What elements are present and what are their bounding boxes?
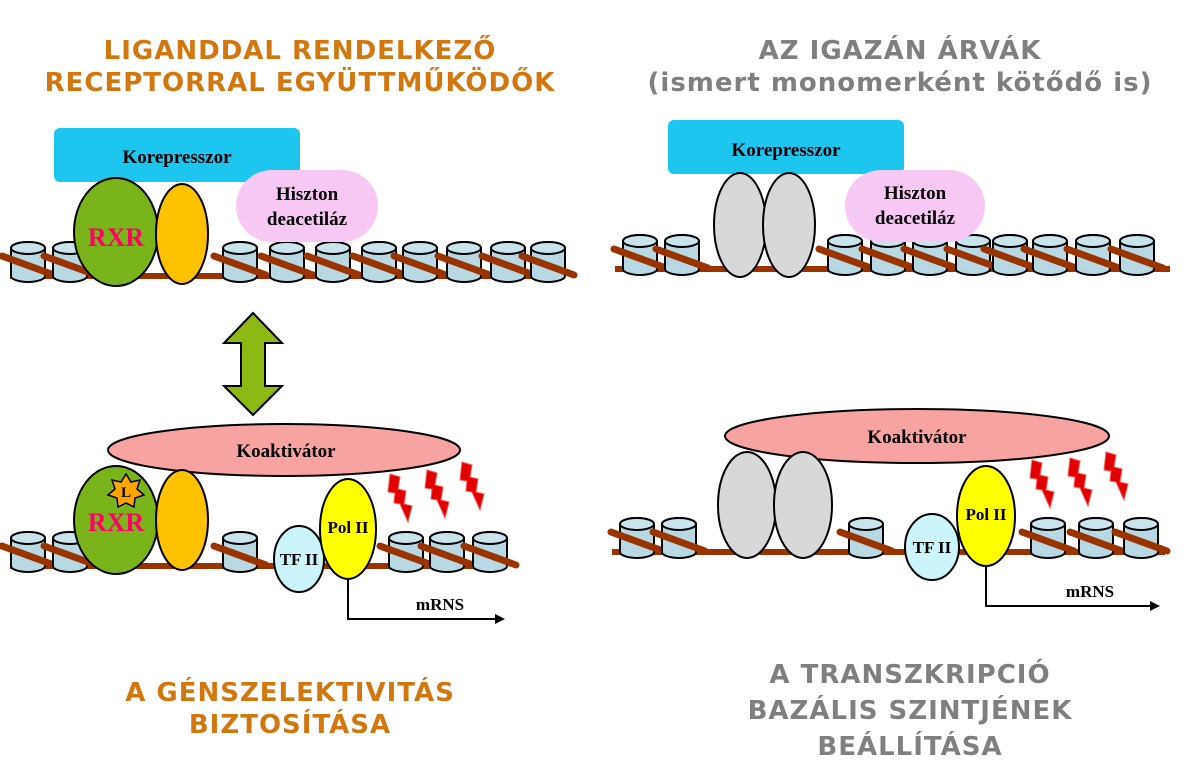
left-title-line2: RECEPTORRAL EGYÜTTMŰKÖDŐK (44, 68, 556, 98)
right-bottom-caption: A TRANSZKRIPCIÓ BAZÁLIS SZINTJÉNEK BEÁLL… (660, 657, 1160, 765)
lightning-icon (424, 469, 450, 519)
hdac-label-line2: deacetiláz (267, 209, 348, 230)
rxr-label: RXR (88, 223, 145, 252)
lightning-icon (459, 461, 485, 511)
top-right-dna-panel: Korepresszor Hiszton deacetiláz (614, 120, 1170, 277)
polii-label: Pol II (327, 518, 368, 537)
mrna-label: mRNS (416, 595, 464, 614)
partner-receptor (155, 469, 209, 571)
transcription-start-arrow (347, 579, 495, 620)
left-title: LIGANDDAL RENDELKEZŐ RECEPTORRAL EGYÜTTM… (20, 35, 580, 99)
tfii-factor (904, 513, 960, 581)
hdac-label-line1: Hiszton (276, 184, 339, 205)
transcription-start-arrow (985, 566, 1150, 607)
hdac-box (236, 170, 378, 242)
lightning-icon (1029, 459, 1055, 509)
mrna-label: mRNS (1066, 582, 1114, 601)
right-title: AZ IGAZÁN ÁRVÁK (ismert monomerként kötő… (630, 35, 1170, 99)
tfii-label: TF II (913, 538, 952, 557)
coactivator-label: Koaktivátor (867, 427, 967, 448)
lightning-icon (387, 473, 413, 523)
corepressor-label: Korepresszor (122, 147, 232, 168)
orphan-receptor (773, 451, 833, 559)
right-title-line2: (ismert monomerként kötődő is) (647, 68, 1153, 98)
ligand-label: L (121, 485, 131, 501)
corepressor-box (668, 120, 904, 174)
orphan-receptor (713, 172, 767, 278)
hdac-label-line2: deacetiláz (875, 208, 956, 229)
coactivator-ellipse (107, 423, 461, 477)
tfii-label: TF II (280, 550, 319, 569)
tfii-factor (273, 525, 325, 593)
lightning-icon (1067, 457, 1093, 507)
left-bottom-line2: BIZTOSÍTÁSA (188, 710, 392, 740)
arrowhead (495, 614, 505, 624)
corepressor-box (54, 128, 300, 182)
bottom-left-dna-panel: Koaktivátor RXR L TF II Pol II mRNS (2, 423, 516, 624)
partner-receptor (155, 183, 209, 285)
star-burst-icon (106, 472, 146, 509)
rxr-label: RXR (88, 508, 145, 537)
left-title-line1: LIGANDDAL RENDELKEZŐ (103, 36, 497, 66)
double-arrow-icon (221, 311, 285, 417)
lightning-icon (1103, 451, 1129, 501)
hdac-box (845, 170, 985, 242)
arrowhead (1150, 601, 1160, 611)
orphan-receptor (762, 172, 816, 278)
nucleosome-group (611, 518, 1167, 558)
right-title-line1: AZ IGAZÁN ÁRVÁK (758, 36, 1042, 66)
right-bottom-line3: BEÁLLÍTÁSA (817, 732, 1003, 762)
polii-label: Pol II (965, 505, 1006, 524)
hdac-label-line1: Hiszton (884, 183, 947, 204)
coactivator-ellipse (724, 408, 1110, 464)
left-bottom-caption: A GÉNSZELEKTIVITÁS BIZTOSÍTÁSA (40, 677, 540, 741)
right-bottom-line1: A TRANSZKRIPCIÓ (769, 660, 1051, 690)
left-bottom-line1: A GÉNSZELEKTIVITÁS (125, 678, 455, 708)
corepressor-label: Korepresszor (731, 140, 841, 161)
right-bottom-line2: BAZÁLIS SZINTJÉNEK (747, 696, 1073, 726)
orphan-receptor (717, 451, 777, 559)
bottom-right-dna-panel: Koaktivátor TF II Pol II mRNS (611, 408, 1167, 611)
coactivator-label: Koaktivátor (236, 441, 336, 462)
top-left-dna-panel: Korepresszor RXR Hiszton deacetiláz (2, 128, 574, 287)
